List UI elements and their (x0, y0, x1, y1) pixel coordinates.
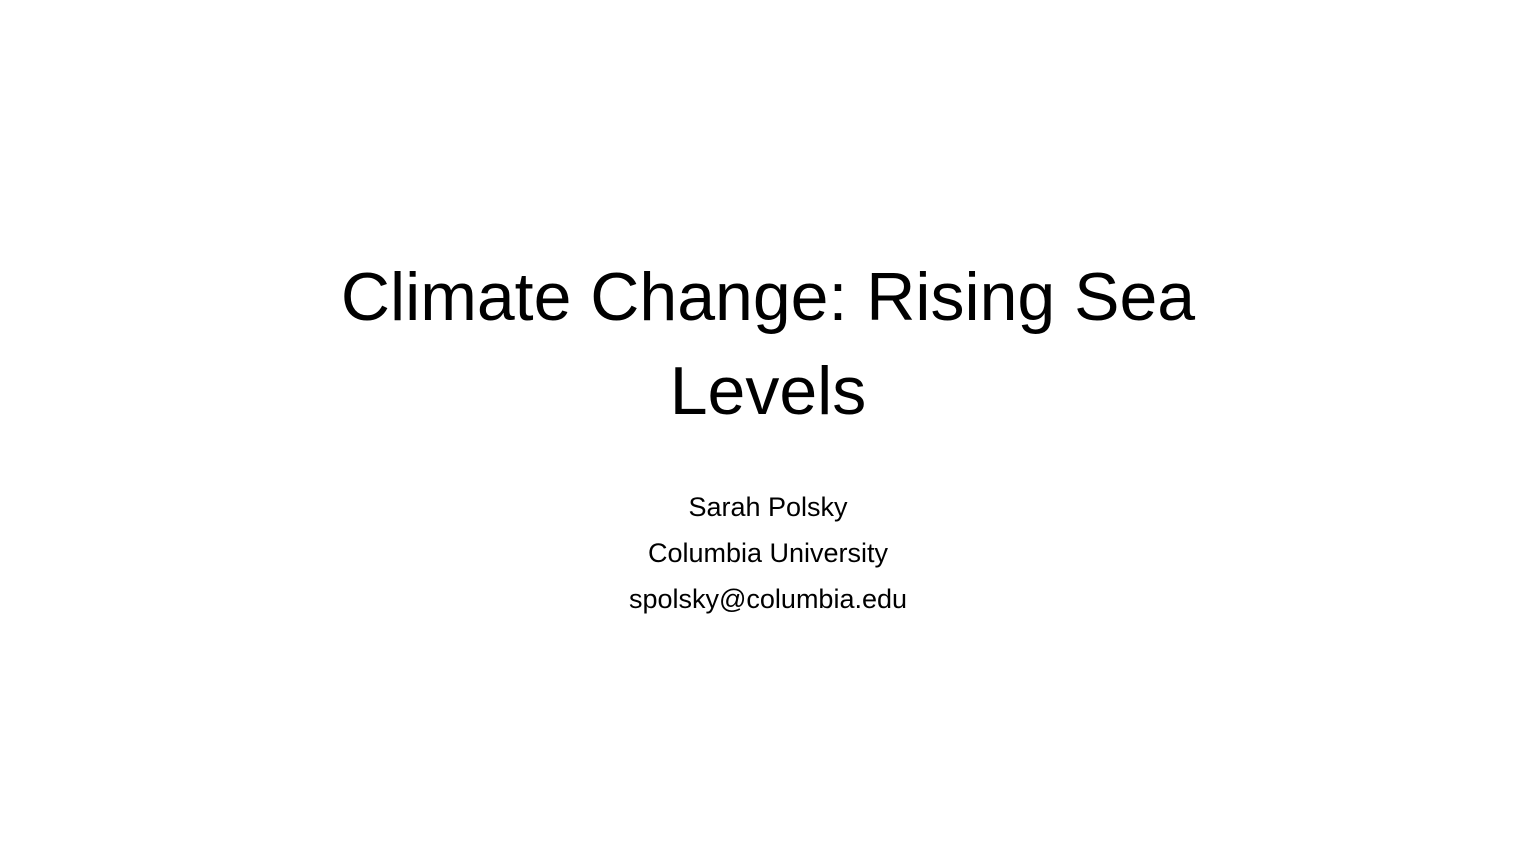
slide-title: Climate Change: Rising Sea Levels (268, 250, 1268, 438)
slide-subtitle: Sarah Polsky Columbia University spolsky… (368, 484, 1168, 622)
author-email: spolsky@columbia.edu (628, 584, 908, 614)
author-name: Sarah Polsky (688, 492, 848, 522)
slide-title-line-2: Levels (669, 353, 867, 429)
slide-title-line-1: Climate Change: Rising Sea (340, 259, 1196, 335)
author-affiliation: Columbia University (647, 538, 889, 568)
